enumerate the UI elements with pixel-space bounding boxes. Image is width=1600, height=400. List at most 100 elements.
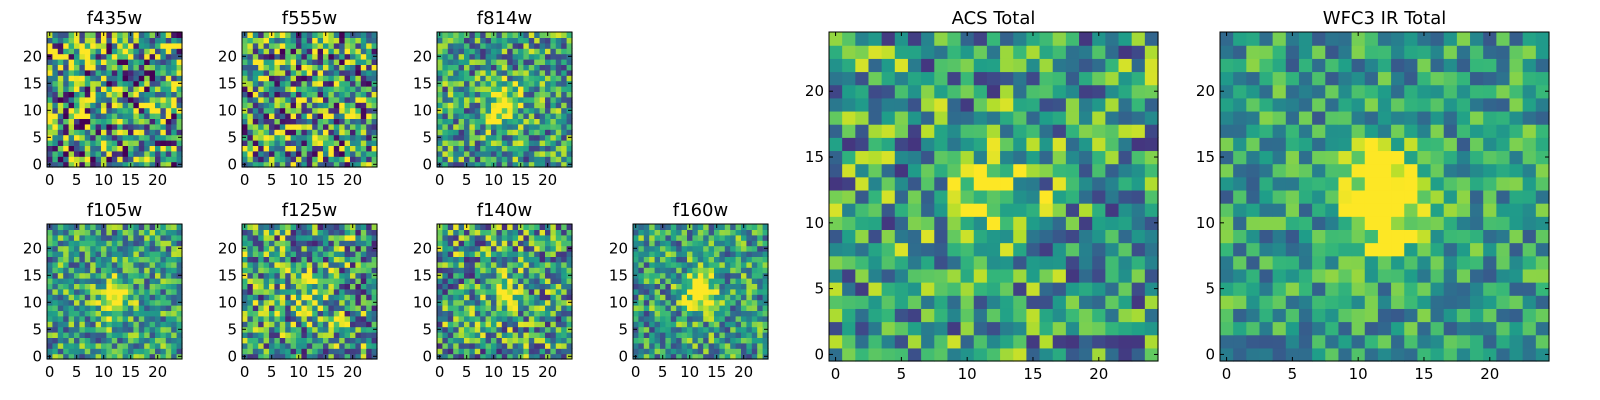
heatmap-cell: [128, 251, 134, 257]
heatmap-cell: [566, 278, 573, 284]
heatmap-cell: [328, 294, 335, 301]
heatmap-cell: [643, 229, 650, 236]
heatmap-cell: [480, 107, 487, 114]
heatmap-cell: [117, 156, 124, 163]
heatmap-cell: [507, 342, 514, 349]
heatmap-cell: [339, 251, 346, 257]
heatmap-cell: [317, 48, 324, 55]
heatmap-cell: [534, 294, 541, 301]
heatmap-cell: [74, 48, 80, 55]
heatmap-cell: [323, 299, 329, 306]
heatmap-cell: [247, 315, 254, 322]
heatmap-cell: [654, 283, 661, 290]
heatmap-cell: [252, 240, 259, 247]
heatmap-cell: [149, 294, 156, 301]
heatmap-cell: [371, 234, 378, 241]
heatmap-cell: [437, 278, 443, 284]
heatmap-cell: [339, 224, 346, 230]
heatmap-cell: [442, 32, 449, 38]
heatmap-cell: [528, 64, 535, 71]
heatmap-cell: [269, 310, 275, 317]
heatmap-cell: [654, 315, 661, 322]
heatmap-cell: [328, 315, 335, 322]
heatmap-cell: [947, 295, 962, 309]
heatmap-cell: [762, 234, 769, 241]
heatmap-cell: [676, 245, 683, 252]
heatmap-cell: [371, 288, 378, 295]
heatmap-cell: [458, 37, 465, 44]
heatmap-cell: [95, 332, 102, 338]
heatmap-cell: [296, 337, 302, 344]
heatmap-cell: [561, 134, 568, 141]
heatmap-cell: [539, 107, 546, 114]
heatmap-cell: [84, 294, 91, 301]
heatmap-cell: [290, 64, 297, 71]
heatmap-cell: [122, 48, 129, 55]
heatmap-cell: [485, 299, 492, 306]
heatmap-cell: [442, 134, 449, 141]
heatmap-cell: [469, 337, 476, 344]
heatmap-cell: [453, 161, 460, 168]
heatmap-cell: [453, 107, 460, 114]
heatmap-cell: [746, 326, 753, 333]
heatmap-cell: [328, 245, 335, 252]
heatmap-cell: [534, 332, 541, 338]
heatmap-cell: [464, 229, 470, 236]
heatmap-cell: [149, 113, 156, 119]
heatmap-cell: [165, 348, 172, 355]
heatmap-cell: [149, 251, 156, 257]
heatmap-cell: [350, 134, 356, 141]
heatmap-cell: [274, 156, 281, 163]
heatmap-cell: [447, 342, 454, 349]
heatmap-cell: [735, 332, 742, 338]
heatmap-cell: [68, 353, 75, 360]
heatmap-cell: [306, 272, 313, 279]
heatmap-cell: [868, 255, 883, 270]
heatmap-cell: [1026, 189, 1041, 204]
heatmap-cell: [279, 91, 286, 98]
heatmap-cell: [437, 283, 443, 290]
heatmap-cell: [371, 118, 378, 125]
heatmap-cell: [523, 288, 530, 295]
y-tick-label: 5: [32, 128, 42, 146]
heatmap-cell: [138, 86, 145, 92]
heatmap-cell: [317, 353, 324, 360]
heatmap-cell: [47, 113, 53, 119]
heatmap-cell: [751, 353, 758, 360]
heatmap-cell: [160, 123, 167, 130]
heatmap-cell: [301, 321, 308, 328]
heatmap-cell: [160, 283, 167, 290]
heatmap-cell: [242, 332, 248, 338]
heatmap-cell: [176, 294, 183, 301]
heatmap-cell: [274, 140, 281, 146]
heatmap-cell: [687, 342, 693, 349]
heatmap-cell: [741, 342, 747, 349]
heatmap-cell: [138, 91, 145, 98]
heatmap-cell: [106, 288, 113, 295]
heatmap-cell: [697, 245, 704, 252]
heatmap-cell: [312, 326, 319, 333]
heatmap-cell: [555, 48, 562, 55]
heatmap-cell: [328, 224, 335, 230]
heatmap-cell: [138, 353, 145, 360]
heatmap-cell: [512, 272, 519, 279]
heatmap-cell: [47, 337, 53, 344]
heatmap-cell: [176, 342, 183, 349]
heatmap-cell: [708, 332, 715, 338]
heatmap-cell: [138, 48, 145, 55]
heatmap-cell: [133, 113, 140, 119]
heatmap-cell: [247, 42, 254, 49]
heatmap-cell: [724, 315, 731, 322]
heatmap-cell: [165, 113, 172, 119]
heatmap-cell: [328, 240, 335, 247]
heatmap-cell: [447, 326, 454, 333]
heatmap-cell: [485, 251, 492, 257]
heatmap-cell: [301, 251, 308, 257]
heatmap-cell: [79, 107, 86, 114]
heatmap-cell: [138, 145, 145, 152]
heatmap-cell: [512, 348, 519, 355]
heatmap-cell: [333, 59, 340, 65]
heatmap-cell: [518, 102, 524, 109]
heatmap-cell: [57, 96, 64, 103]
heatmap-cell: [453, 326, 460, 333]
